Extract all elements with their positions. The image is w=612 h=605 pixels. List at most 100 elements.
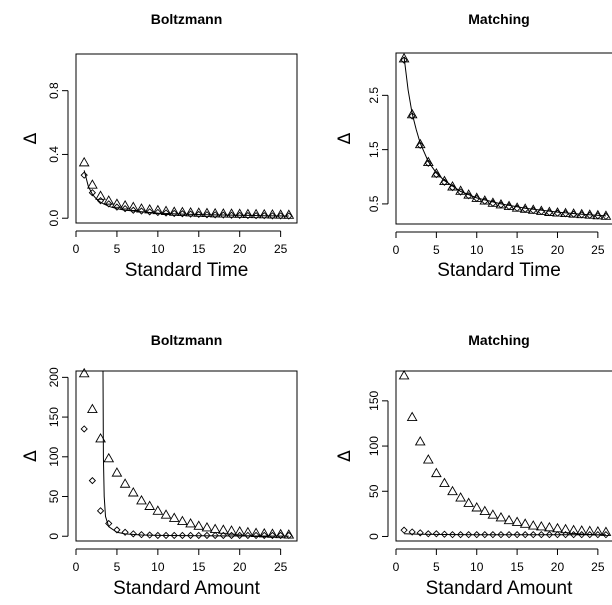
diamond-point bbox=[594, 531, 602, 539]
diamond-point bbox=[505, 531, 513, 539]
diamond-point bbox=[521, 531, 529, 539]
x-tick-label: 15 bbox=[192, 242, 206, 256]
diamond-point bbox=[154, 208, 162, 217]
y-tick-label: 0 bbox=[47, 533, 61, 540]
y-axis-label: Δ bbox=[21, 132, 41, 144]
triangle-point bbox=[242, 526, 254, 537]
triangle-point bbox=[495, 511, 507, 522]
triangle-point bbox=[201, 521, 213, 532]
triangle-point bbox=[95, 190, 106, 200]
triangle-point bbox=[234, 525, 246, 536]
y-tick-label: 0.0 bbox=[47, 210, 61, 227]
diamond-point bbox=[195, 531, 203, 540]
triangle-point bbox=[576, 525, 588, 535]
diamond-point bbox=[408, 528, 416, 536]
diamond-point bbox=[170, 209, 178, 218]
y-tick-label: 1.5 bbox=[367, 141, 381, 158]
diamond-point bbox=[121, 205, 129, 213]
y-tick-label: 0 bbox=[367, 533, 381, 540]
diamond-point bbox=[440, 178, 449, 186]
triangle-point bbox=[250, 208, 262, 219]
triangle-point bbox=[398, 52, 410, 63]
triangle-point bbox=[111, 198, 123, 208]
diamond-point bbox=[586, 531, 594, 539]
triangle-point bbox=[127, 487, 139, 497]
triangle-point bbox=[479, 505, 491, 516]
diamond-point bbox=[129, 206, 137, 214]
panel-amount-matching: Matching 0 5 10 15 20 25 0 50 100 150 Standard Amou… bbox=[335, 332, 612, 599]
diamond-point bbox=[137, 207, 146, 215]
diamond-point bbox=[80, 171, 88, 179]
diamond-point bbox=[195, 210, 203, 219]
x-tick-label: 15 bbox=[510, 243, 524, 257]
plot-frame bbox=[395, 370, 612, 542]
y-axis-label: Δ bbox=[21, 450, 41, 462]
diamond-point bbox=[561, 531, 570, 539]
panel-time-matching: Matching 0 5 10 15 20 25 0.5 1.5 2.5 Standard Time… bbox=[335, 11, 612, 281]
diamond-point bbox=[121, 528, 129, 536]
diamond-point bbox=[578, 531, 586, 539]
diamond-point bbox=[96, 197, 105, 205]
x-tick-label: 5 bbox=[114, 560, 121, 574]
triangle-point bbox=[217, 524, 229, 534]
diamond-point bbox=[602, 531, 610, 539]
triangle-point bbox=[160, 509, 172, 519]
diamond-point bbox=[211, 211, 219, 219]
x-tick-label: 5 bbox=[433, 560, 440, 574]
triangle-point bbox=[398, 370, 410, 380]
diamond-point bbox=[137, 531, 146, 539]
diamond-point bbox=[244, 211, 252, 220]
triangle-point bbox=[168, 206, 180, 216]
fit-curve bbox=[102, 371, 289, 537]
y-tick-label: 100 bbox=[47, 446, 61, 466]
triangle-point bbox=[226, 525, 237, 535]
triangle-point bbox=[600, 526, 612, 536]
diamond-point bbox=[178, 210, 187, 218]
diamond-point bbox=[170, 531, 178, 540]
diamond-point bbox=[529, 531, 537, 539]
triangle-point bbox=[160, 205, 172, 215]
y-axis-label: Δ bbox=[335, 450, 355, 462]
diamond-point bbox=[162, 209, 170, 217]
fit-curve bbox=[83, 170, 289, 217]
diamond-point bbox=[432, 530, 441, 538]
diamond-point bbox=[219, 211, 227, 219]
diamond-point bbox=[553, 531, 562, 539]
diamond-point bbox=[285, 212, 293, 220]
diamond-point bbox=[203, 531, 211, 540]
y-tick-label: 0.4 bbox=[47, 146, 61, 163]
triangle-point bbox=[119, 478, 131, 488]
diamond-point bbox=[252, 531, 260, 540]
x-tick-label: 25 bbox=[591, 560, 605, 574]
triangle-point bbox=[275, 528, 287, 539]
diamond-point bbox=[416, 529, 424, 537]
diamond-point bbox=[252, 212, 260, 220]
x-tick-label: 15 bbox=[510, 560, 524, 574]
triangle-point bbox=[487, 509, 499, 519]
x-tick-label: 15 bbox=[192, 560, 206, 574]
x-tick-label: 20 bbox=[551, 243, 565, 257]
x-tick-label: 0 bbox=[393, 243, 400, 257]
triangle-point bbox=[226, 208, 237, 218]
diamond-point bbox=[440, 530, 449, 538]
diamond-point bbox=[424, 530, 432, 538]
triangle-point bbox=[258, 527, 270, 538]
triangle-point bbox=[193, 207, 205, 217]
panel-amount-boltzmann: Boltzmann 0 5 10 15 20 25 0 50 100 150 200 Standard … bbox=[21, 332, 298, 599]
triangle-point bbox=[177, 515, 188, 526]
diamond-point bbox=[236, 531, 244, 540]
triangle-point bbox=[544, 521, 555, 532]
triangle-point bbox=[152, 505, 164, 515]
triangle-point bbox=[414, 436, 426, 446]
plot-frame bbox=[75, 53, 298, 224]
triangle-point bbox=[592, 525, 604, 536]
triangle-point bbox=[519, 518, 531, 528]
triangle-point bbox=[217, 208, 229, 218]
triangle-point bbox=[568, 524, 580, 535]
diamond-point bbox=[96, 507, 105, 515]
diamond-point bbox=[408, 112, 416, 120]
x-tick-label: 25 bbox=[274, 242, 288, 256]
triangle-point bbox=[168, 512, 180, 522]
diamond-point bbox=[203, 211, 211, 219]
